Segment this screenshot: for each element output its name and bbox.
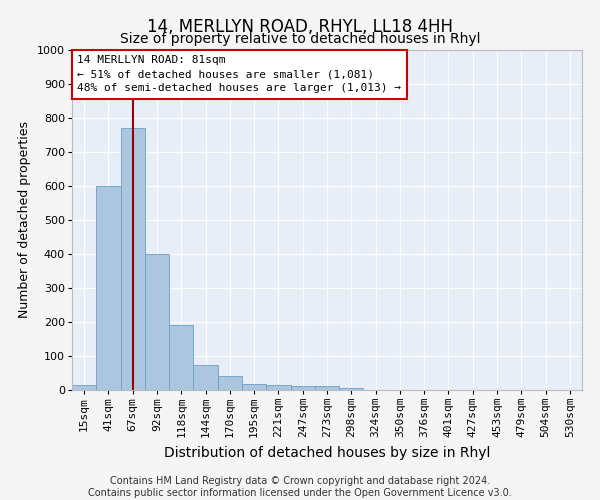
Bar	[339, 388, 364, 390]
Bar	[121, 128, 145, 390]
Bar	[266, 385, 290, 390]
Text: Size of property relative to detached houses in Rhyl: Size of property relative to detached ho…	[120, 32, 480, 46]
Bar	[169, 326, 193, 390]
Bar	[315, 386, 339, 390]
Bar	[218, 376, 242, 390]
X-axis label: Distribution of detached houses by size in Rhyl: Distribution of detached houses by size …	[164, 446, 490, 460]
Y-axis label: Number of detached properties: Number of detached properties	[19, 122, 32, 318]
Bar	[145, 254, 169, 390]
Text: Contains HM Land Registry data © Crown copyright and database right 2024.
Contai: Contains HM Land Registry data © Crown c…	[88, 476, 512, 498]
Bar	[96, 186, 121, 390]
Text: 14 MERLLYN ROAD: 81sqm
← 51% of detached houses are smaller (1,081)
48% of semi-: 14 MERLLYN ROAD: 81sqm ← 51% of detached…	[77, 55, 401, 93]
Bar	[242, 384, 266, 390]
Bar	[193, 364, 218, 390]
Bar	[290, 386, 315, 390]
Text: 14, MERLLYN ROAD, RHYL, LL18 4HH: 14, MERLLYN ROAD, RHYL, LL18 4HH	[147, 18, 453, 36]
Bar	[72, 385, 96, 390]
